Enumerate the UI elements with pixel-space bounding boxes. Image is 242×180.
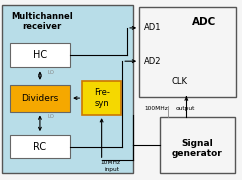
Text: 100MHz: 100MHz [144, 106, 168, 111]
Bar [10, 43, 70, 67]
Text: Multichannel
receiver: Multichannel receiver [11, 12, 73, 31]
Bar [160, 117, 235, 173]
Text: 10MHz: 10MHz [100, 160, 121, 165]
Text: ADC: ADC [192, 17, 217, 27]
Text: input: input [104, 167, 119, 172]
Bar [82, 81, 121, 115]
Text: Signal
generator: Signal generator [172, 139, 223, 158]
Bar [2, 5, 133, 173]
Bar [10, 85, 70, 112]
Text: AD1: AD1 [144, 22, 161, 32]
Text: LO: LO [47, 69, 54, 75]
Text: LO: LO [47, 114, 54, 119]
Text: output: output [175, 106, 195, 111]
Text: RC: RC [33, 142, 46, 152]
Bar [139, 7, 236, 97]
Text: Fre-
syn: Fre- syn [94, 88, 110, 108]
Text: HC: HC [33, 50, 47, 60]
Text: AD2: AD2 [144, 57, 161, 66]
Text: CLK: CLK [172, 77, 188, 86]
Text: Dividers: Dividers [21, 94, 59, 103]
Bar [10, 135, 70, 158]
